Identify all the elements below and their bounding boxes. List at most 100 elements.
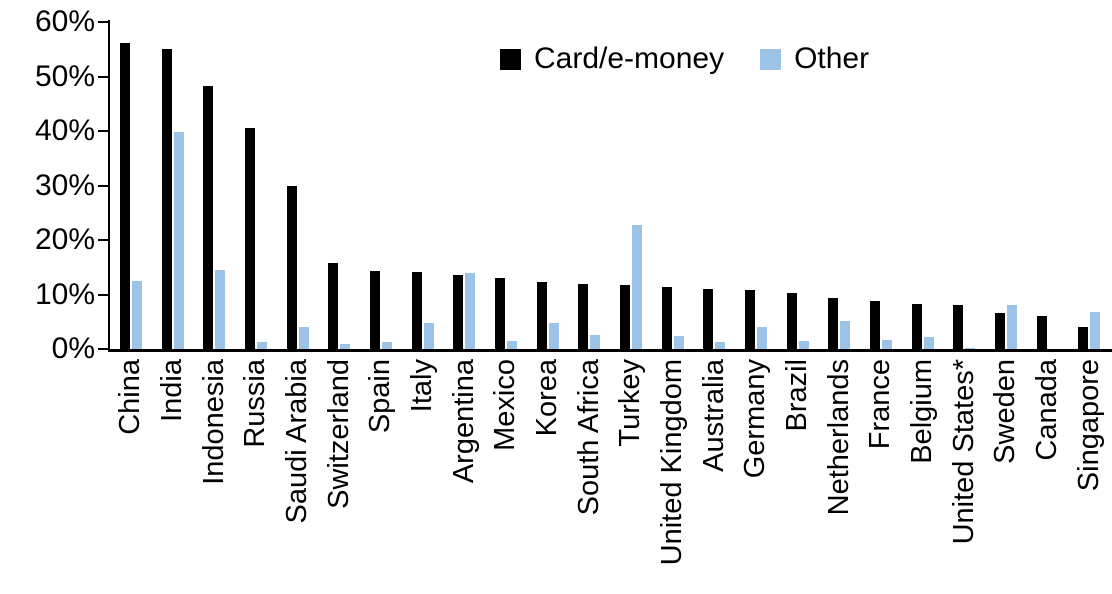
bar-card-e-money-canada <box>1036 315 1047 349</box>
bar-card-e-money-australia <box>703 289 714 349</box>
x-label-canada: Canada <box>1030 359 1063 461</box>
bar-group-switzerland <box>318 22 360 349</box>
x-label-spain: Spain <box>364 359 397 434</box>
y-tick-label-30: 30% <box>34 168 95 202</box>
bar-other-spain <box>381 342 392 349</box>
legend-item-card-e-money: Card/e-money <box>500 44 724 74</box>
x-label-sweden: Sweden <box>989 359 1022 464</box>
bar-group-australia <box>693 22 735 349</box>
x-label-france: France <box>864 359 897 450</box>
bar-group-turkey <box>610 22 652 349</box>
bar-other-mexico <box>506 340 517 349</box>
y-tick-mark <box>98 184 108 187</box>
bar-group-italy <box>402 22 444 349</box>
bar-group-singapore <box>1068 22 1110 349</box>
bar-group-russia <box>235 22 277 349</box>
bar-card-e-money-spain <box>369 271 380 349</box>
x-axis-labels: China India Indonesia Russia Saudi Arabia Swi… <box>110 359 1110 591</box>
bar-group-sweden <box>985 22 1027 349</box>
y-tick-mark <box>98 75 108 78</box>
bar-other-italy <box>423 322 434 349</box>
bar-other-brazil <box>798 340 809 349</box>
x-label-australia: Australia <box>697 359 730 472</box>
x-label-brazil: Brazil <box>780 359 813 432</box>
y-tick-mark <box>98 293 108 296</box>
bar-card-e-money-sweden <box>994 312 1005 349</box>
plot-area <box>110 22 1110 349</box>
bar-card-e-money-france <box>869 301 880 349</box>
bar-card-e-money-united-kingdom <box>661 287 672 349</box>
bar-group-india <box>152 22 194 349</box>
bar-group-belgium <box>902 22 944 349</box>
bar-group-south-africa <box>568 22 610 349</box>
bar-other-united-states <box>965 347 976 349</box>
bar-group-mexico <box>485 22 527 349</box>
x-label-italy: Italy <box>405 359 438 413</box>
bar-group-brazil <box>777 22 819 349</box>
bar-other-korea <box>548 323 559 349</box>
legend: Card/e-money Other <box>500 44 869 74</box>
bar-card-e-money-germany <box>744 290 755 349</box>
x-label-netherlands: Netherlands <box>822 359 855 516</box>
x-label-germany: Germany <box>739 359 772 479</box>
bar-card-e-money-indonesia <box>203 86 214 349</box>
bar-group-spain <box>360 22 402 349</box>
bar-other-indonesia <box>215 269 226 349</box>
bar-other-south-africa <box>590 335 601 349</box>
bar-card-e-money-singapore <box>1078 327 1089 349</box>
y-tick-mark <box>98 348 108 350</box>
bar-card-e-money-mexico <box>494 277 505 349</box>
x-label-china: China <box>114 359 147 435</box>
x-label-united-states: United States* <box>947 359 980 545</box>
bar-other-sweden <box>1006 304 1017 349</box>
bar-card-e-money-argentina <box>453 274 464 349</box>
bar-group-korea <box>527 22 569 349</box>
y-tick-mark <box>98 130 108 132</box>
bar-other-singapore <box>1090 311 1101 349</box>
x-label-korea: Korea <box>530 359 563 437</box>
x-label-turkey: Turkey <box>614 359 647 447</box>
bar-other-united-kingdom <box>673 335 684 349</box>
bar-group-argentina <box>443 22 485 349</box>
bar-card-e-money-italy <box>411 272 422 349</box>
x-label-south-africa: South Africa <box>572 359 605 516</box>
bar-card-e-money-south-africa <box>578 284 589 349</box>
bar-other-china <box>131 281 142 349</box>
bar-group-saudi-arabia <box>277 22 319 349</box>
x-label-belgium: Belgium <box>905 359 938 464</box>
bar-card-e-money-turkey <box>619 284 630 349</box>
bar-card-e-money-china <box>119 42 130 349</box>
bar-group-germany <box>735 22 777 349</box>
x-label-indonesia: Indonesia <box>197 359 230 485</box>
bar-other-australia <box>715 342 726 349</box>
bar-group-united-kingdom <box>652 22 694 349</box>
bar-group-china <box>110 22 152 349</box>
bar-other-india <box>173 132 184 349</box>
card-e-money-swatch-icon <box>500 48 521 70</box>
bar-other-germany <box>756 326 767 349</box>
bar-other-netherlands <box>840 321 851 349</box>
bar-card-e-money-switzerland <box>328 263 339 349</box>
bar-group-indonesia <box>193 22 235 349</box>
y-tick-label-10: 10% <box>34 277 95 311</box>
y-tick-label-40: 40% <box>34 114 95 147</box>
y-tick-label-60: 60% <box>34 5 95 38</box>
y-tick-label-50: 50% <box>34 59 95 93</box>
x-label-india: India <box>155 359 188 422</box>
bar-group-netherlands <box>818 22 860 349</box>
x-label-mexico: Mexico <box>489 359 522 451</box>
bar-card-e-money-united-states <box>953 304 964 349</box>
x-label-switzerland: Switzerland <box>322 359 355 509</box>
x-label-united-kingdom: United Kingdom <box>655 359 688 566</box>
bar-other-turkey <box>631 225 642 349</box>
legend-item-other: Other <box>760 44 869 74</box>
other-swatch-icon <box>760 48 782 70</box>
bar-card-e-money-russia <box>244 128 255 349</box>
bar-other-argentina <box>465 272 476 349</box>
bar-group-france <box>860 22 902 349</box>
bar-card-e-money-saudi-arabia <box>286 186 297 349</box>
legend-label-card-e-money: Card/e-money <box>534 42 725 75</box>
y-tick-label-20: 20% <box>34 223 95 256</box>
bar-card-e-money-india <box>161 49 172 349</box>
